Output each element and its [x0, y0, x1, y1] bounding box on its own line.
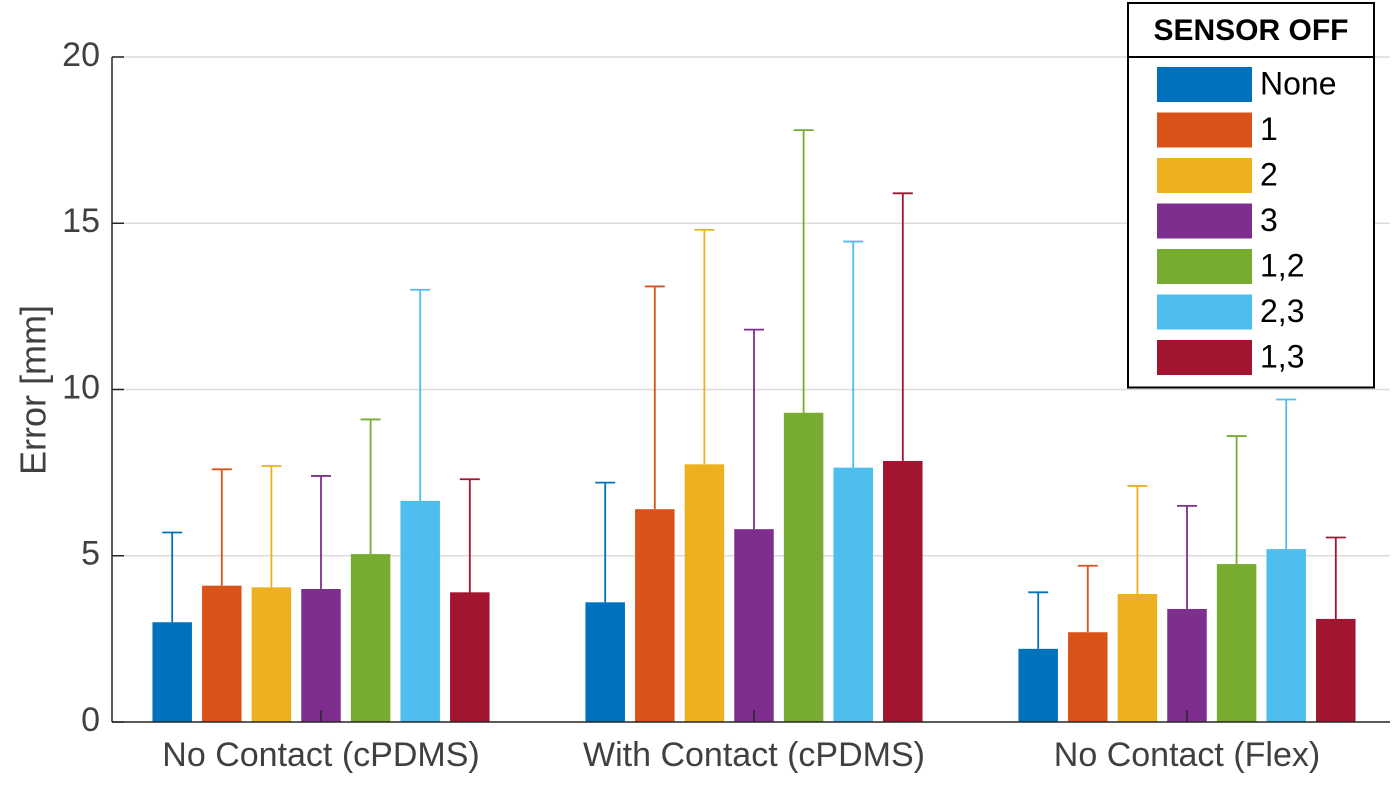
axes: 0 5 10 15 20 No Contact (cPDMS) With Contact (… — [62, 36, 1390, 774]
legend: SENSOR OFF None 1 2 3 1,2 2,3 1,3 — [1127, 2, 1375, 389]
bar — [783, 412, 824, 722]
y-tick-label: 10 — [62, 368, 100, 406]
legend-swatch — [1157, 112, 1252, 148]
legend-swatch — [1157, 249, 1252, 284]
bar — [635, 509, 675, 722]
bar — [684, 464, 725, 722]
y-axis-label: Error [mm] — [13, 305, 54, 475]
bar — [1216, 564, 1257, 722]
legend-title: SENSOR OFF — [1153, 14, 1348, 47]
bar — [1266, 549, 1306, 722]
bar — [251, 587, 292, 722]
bar — [1068, 632, 1108, 722]
bar — [585, 602, 625, 722]
legend-box — [1127, 2, 1375, 389]
legend-swatch — [1157, 294, 1252, 330]
bar — [833, 467, 873, 722]
legend-entry-label: 2,3 — [1260, 293, 1304, 329]
bar — [400, 500, 440, 722]
bar — [301, 589, 341, 722]
legend-entry-label: 1,3 — [1260, 338, 1304, 374]
bar — [152, 622, 192, 722]
y-tick-label: 20 — [62, 36, 100, 74]
bar — [1018, 648, 1058, 722]
legend-swatch — [1157, 158, 1252, 193]
bar — [1117, 593, 1158, 722]
legend-swatch — [1157, 340, 1252, 375]
bar — [1167, 608, 1207, 722]
legend-entry-label: 1 — [1260, 111, 1278, 147]
legend-entry-label: 2 — [1260, 156, 1278, 192]
bar — [202, 585, 242, 722]
legend-entry-label: 3 — [1260, 202, 1278, 238]
x-tick-label: No Contact (Flex) — [1054, 736, 1320, 774]
legend-entry-label: None — [1260, 65, 1337, 101]
legend-swatch — [1157, 67, 1252, 102]
error-bars — [162, 129, 1346, 722]
legend-swatch — [1157, 203, 1252, 239]
bar — [734, 529, 774, 722]
y-tick-label: 15 — [62, 202, 100, 240]
legend-entry-label: 1,2 — [1260, 247, 1304, 283]
bar — [350, 554, 391, 722]
y-tick-label: 0 — [81, 701, 100, 739]
x-tick-label: No Contact (cPDMS) — [162, 736, 479, 774]
y-tick-label: 5 — [81, 535, 100, 573]
x-tick-label: With Contact (cPDMS) — [583, 736, 925, 774]
